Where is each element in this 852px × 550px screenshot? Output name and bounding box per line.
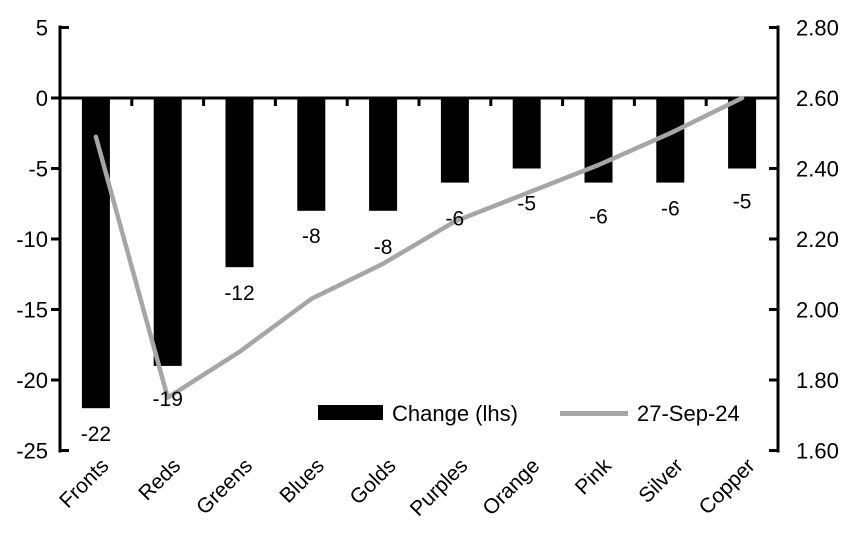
legend-bar-swatch [318, 405, 383, 420]
bar-fronts [81, 98, 110, 409]
series-line [93, 95, 745, 400]
bar-data-label: -6 [589, 206, 608, 229]
bar-copper [728, 98, 757, 169]
left-tick-label: -20 [16, 368, 48, 393]
bar-blues [297, 98, 326, 211]
bar-data-label: -6 [661, 198, 680, 221]
bar-greens [225, 98, 254, 268]
right-tick-label: 2.60 [796, 86, 839, 111]
left-tick-label: 0 [36, 86, 48, 111]
left-tick-label: -25 [16, 439, 48, 464]
bar-silver [656, 98, 685, 183]
left-tick-label: -15 [16, 298, 48, 323]
right-tick-label: 1.60 [796, 439, 839, 464]
bar-data-label: -8 [374, 236, 393, 259]
bar-data-label: -6 [446, 208, 465, 231]
bar-reds [153, 98, 182, 366]
bar-data-label: -8 [302, 225, 321, 248]
bar-data-label: -5 [733, 191, 752, 214]
bar-golds [369, 98, 398, 211]
bar-purples [440, 98, 469, 183]
right-tick-label: 2.00 [796, 298, 839, 323]
right-tick-label: 2.40 [796, 157, 839, 182]
bar-orange [512, 98, 541, 169]
right-tick-label: 2.20 [796, 227, 839, 252]
bar-data-label: -22 [81, 423, 111, 446]
left-tick-label: -10 [16, 227, 48, 252]
bar-data-label: -5 [517, 193, 536, 216]
right-tick-label: 1.80 [796, 368, 839, 393]
bar-data-label: -19 [153, 388, 183, 411]
legend-line-label: 27-Sep-24 [637, 401, 740, 426]
bar-data-label: -12 [224, 282, 254, 305]
legend-bar-label: Change (lhs) [392, 401, 518, 426]
left-tick-label: 5 [36, 16, 48, 41]
right-tick-label: 2.80 [796, 16, 839, 41]
left-tick-label: -5 [28, 157, 48, 182]
